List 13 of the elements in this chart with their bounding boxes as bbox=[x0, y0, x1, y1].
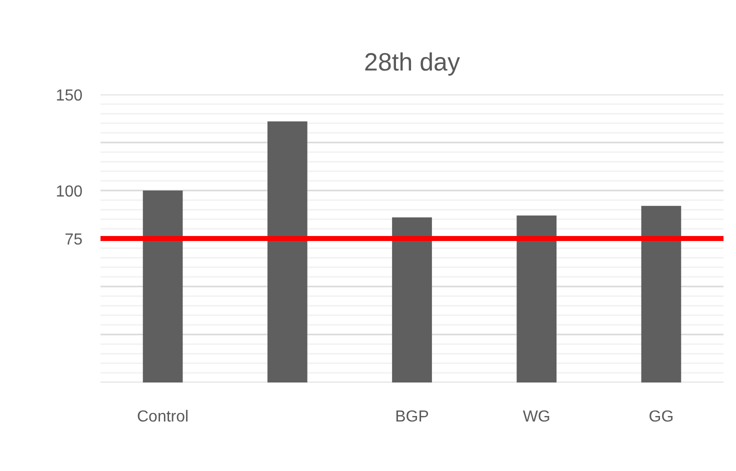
x-tick-label: Control bbox=[137, 408, 189, 426]
bar bbox=[142, 190, 183, 382]
bar bbox=[267, 121, 308, 382]
bar bbox=[516, 215, 557, 382]
y-tick-label: 75 bbox=[64, 232, 83, 248]
y-tick-label: 100 bbox=[56, 184, 83, 200]
bar bbox=[641, 206, 682, 382]
x-tick-label: WG bbox=[522, 408, 550, 426]
bar bbox=[392, 217, 432, 382]
chart-title: 28th day bbox=[364, 48, 460, 76]
x-tick-label: GG bbox=[648, 408, 674, 426]
x-tick-label: BGP bbox=[395, 408, 429, 426]
y-tick-label: 150 bbox=[56, 88, 83, 104]
